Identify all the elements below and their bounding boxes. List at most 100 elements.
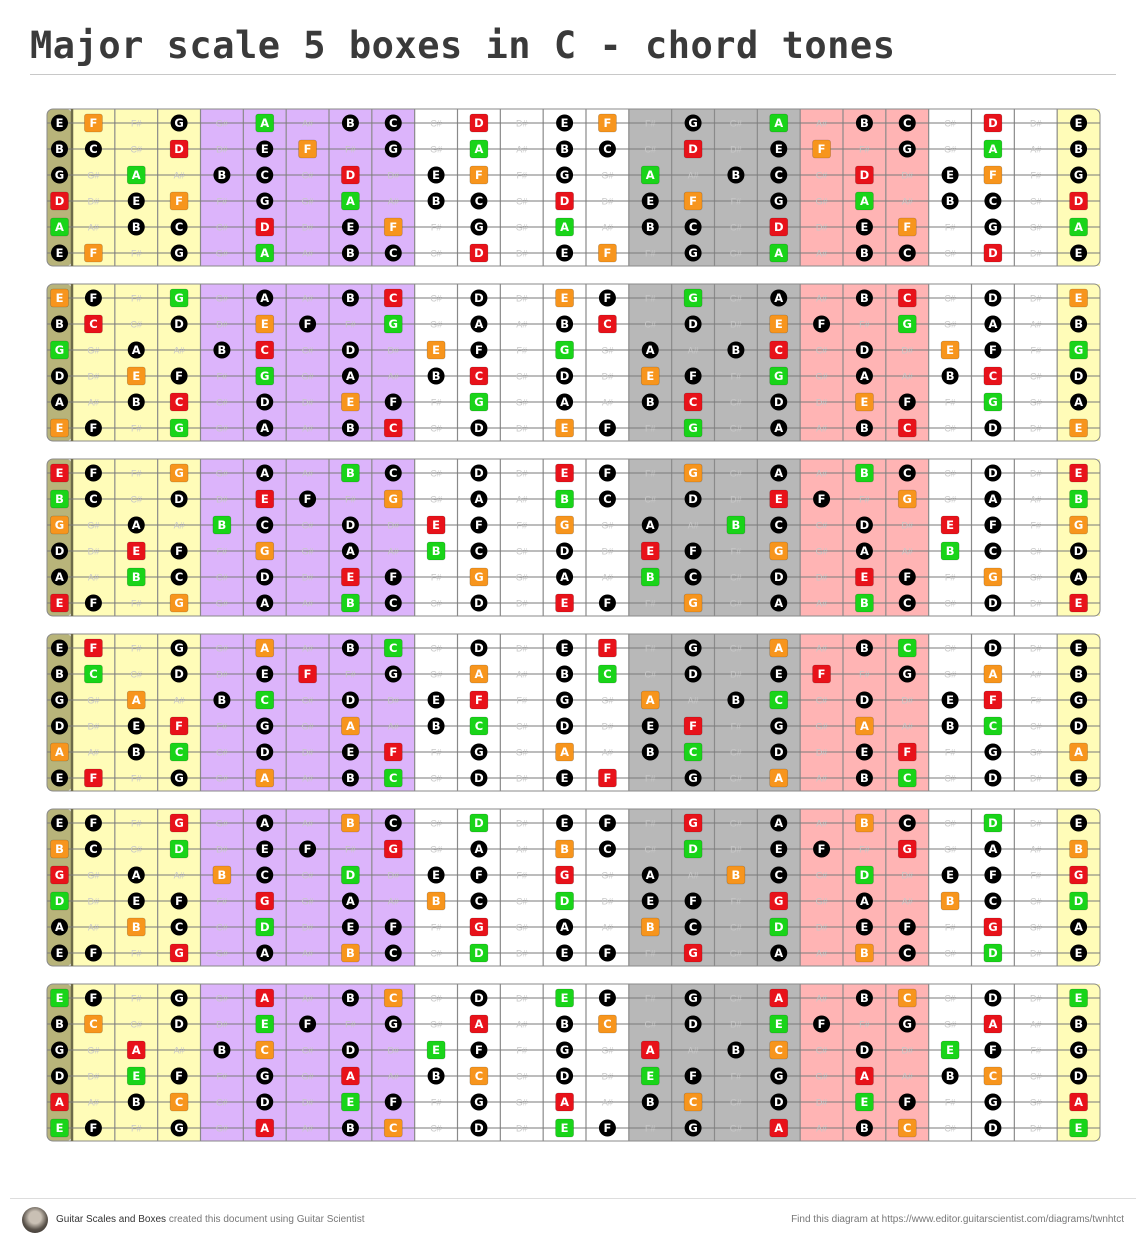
note-label: G <box>474 1095 483 1109</box>
ghost-note: C# <box>430 819 442 829</box>
note-label: B <box>132 920 141 934</box>
diagram-link[interactable]: Find this diagram at https://www.editor.… <box>791 1214 1124 1225</box>
note-label: D <box>55 719 65 733</box>
note-label: C <box>903 291 911 305</box>
note-marker <box>169 813 189 833</box>
note-marker <box>983 813 1003 833</box>
note-marker <box>1070 814 1088 832</box>
note-label: F <box>603 991 611 1005</box>
ghost-note: A# <box>88 573 99 583</box>
ghost-note: C# <box>302 1046 314 1056</box>
ghost-note: C# <box>130 845 142 855</box>
note-marker <box>898 244 916 262</box>
author-link[interactable]: Guitar Scales and Boxes <box>56 1214 167 1225</box>
note-marker <box>470 840 488 858</box>
note-marker <box>813 1015 831 1033</box>
note-label: F <box>603 116 611 130</box>
note-label: F <box>89 1121 97 1135</box>
fretboard-border <box>46 633 1101 792</box>
note-label: E <box>1075 946 1083 960</box>
note-label: D <box>474 421 484 435</box>
note-marker <box>640 1040 660 1060</box>
ghost-note: A# <box>88 223 99 233</box>
note-label: B <box>432 544 441 558</box>
note-label: E <box>561 1121 569 1135</box>
note-marker <box>427 1067 445 1085</box>
note-marker <box>684 665 702 683</box>
note-marker <box>1070 166 1088 184</box>
ghost-note: D# <box>88 722 100 732</box>
note-label: B <box>346 771 355 785</box>
box-2-zone <box>200 634 415 791</box>
ghost-note: A# <box>516 670 527 680</box>
note-marker <box>341 114 359 132</box>
note-marker <box>383 1118 403 1138</box>
ghost-note: C# <box>944 774 956 784</box>
note-label: E <box>346 920 354 934</box>
note-marker <box>1069 742 1088 762</box>
note-label: C <box>261 343 269 357</box>
note-marker <box>555 340 574 360</box>
note-marker <box>256 568 274 586</box>
ghost-note: G# <box>216 819 228 829</box>
note-label: F <box>304 142 312 156</box>
note-label: F <box>818 317 826 331</box>
note-marker <box>384 244 402 262</box>
note-label: C <box>175 1095 183 1109</box>
note-marker <box>213 691 231 709</box>
note-label: E <box>56 596 64 610</box>
ghost-note: C# <box>644 845 656 855</box>
note-marker <box>769 340 789 360</box>
note-marker <box>84 289 102 307</box>
box-1-repeat-zone <box>928 809 1058 966</box>
ghost-note: D# <box>516 294 528 304</box>
note-marker <box>770 289 788 307</box>
note-marker <box>984 289 1002 307</box>
note-label: E <box>432 343 440 357</box>
note-label: A <box>988 492 997 506</box>
note-label: C <box>689 920 697 934</box>
note-label: E <box>646 194 654 208</box>
ghost-note: C# <box>816 346 828 356</box>
ghost-note: F# <box>217 197 228 207</box>
ghost-note: G# <box>216 949 228 959</box>
ghost-note: A# <box>816 294 827 304</box>
ghost-note: A# <box>816 249 827 259</box>
note-label: G <box>903 492 912 506</box>
note-label: F <box>689 894 697 908</box>
box-1-zone <box>72 109 201 266</box>
note-label: E <box>432 693 440 707</box>
note-label: A <box>1074 745 1083 759</box>
note-label: B <box>860 991 869 1005</box>
author-avatar[interactable] <box>22 1207 48 1233</box>
note-marker <box>855 463 874 483</box>
note-marker <box>51 166 68 184</box>
note-marker <box>170 218 188 236</box>
fretboard-diagrams: E F F# G G# A A# B C C# D D# E F F# G G# A A# B C C# D D# E B C C# D… <box>46 108 1101 1142</box>
ghost-note: D# <box>216 1020 228 1030</box>
note-label: G <box>903 842 912 856</box>
note-marker <box>126 541 146 561</box>
note-marker <box>169 593 189 613</box>
note-marker <box>855 892 873 910</box>
ghost-note: C# <box>430 599 442 609</box>
ghost-note: A# <box>902 197 913 207</box>
ghost-note: F# <box>859 320 870 330</box>
ghost-note: G# <box>730 424 742 434</box>
ghost-note: C# <box>516 372 528 382</box>
note-marker <box>469 139 489 159</box>
note-marker <box>855 567 874 587</box>
note-label: G <box>1074 518 1083 532</box>
note-label: A <box>260 421 269 435</box>
note-label: G <box>389 842 398 856</box>
note-label: C <box>903 991 911 1005</box>
note-marker <box>898 114 916 132</box>
ghost-note: F# <box>945 923 956 933</box>
note-label: E <box>56 816 64 830</box>
ghost-note: A# <box>174 521 185 531</box>
note-label: B <box>560 667 569 681</box>
note-marker <box>769 541 789 561</box>
note-marker <box>341 1066 360 1086</box>
note-marker <box>683 418 703 438</box>
box-1-repeat-zone <box>928 109 1058 266</box>
